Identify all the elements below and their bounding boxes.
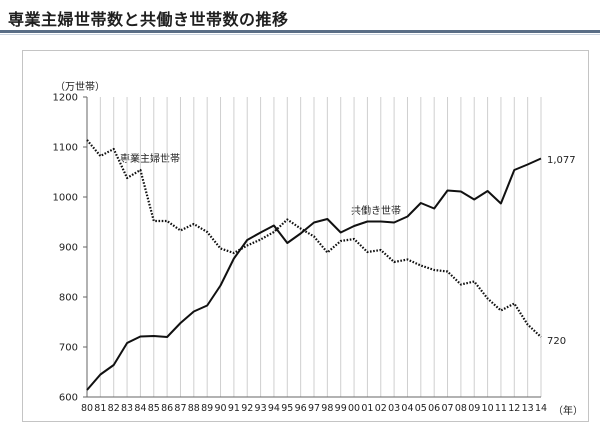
title-divider — [0, 30, 600, 33]
x-tick-label: 13 — [522, 403, 534, 414]
x-tick-label: 00 — [348, 403, 360, 414]
y-tick-label: 900 — [59, 243, 78, 254]
series-label-dual-income: 共働き世帯 — [351, 204, 401, 217]
x-tick-label: 11 — [495, 403, 507, 414]
x-tick-label: 88 — [188, 403, 200, 414]
y-tick-label: 1000 — [53, 193, 78, 204]
title-divider-light — [0, 34, 600, 35]
series-label-housewife: 専業主婦世帯 — [120, 152, 180, 165]
grid-layer — [86, 97, 542, 397]
x-tick-label: 97 — [308, 403, 320, 414]
x-tick-label: 14 — [535, 403, 547, 414]
series-layer — [86, 139, 542, 391]
x-tick-label: 84 — [134, 403, 146, 414]
x-tick-label: 02 — [375, 403, 387, 414]
y-tick-label: 700 — [59, 343, 78, 354]
x-tick-label: 82 — [108, 403, 120, 414]
x-tick-label: 95 — [281, 403, 293, 414]
chart-frame — [22, 50, 589, 422]
series-line-dual-income — [86, 157, 542, 391]
x-tick-label: 09 — [468, 403, 480, 414]
x-tick-label: 04 — [401, 403, 413, 414]
x-tick-label: 99 — [335, 403, 347, 414]
page-title: 専業主婦世帯数と共働き世帯数の推移 — [8, 10, 289, 29]
x-tick-label: 87 — [174, 403, 186, 414]
x-tick-label: 90 — [214, 403, 226, 414]
x-tick-label: 80 — [81, 403, 93, 414]
x-tick-label: 96 — [295, 403, 307, 414]
x-tick-label: 98 — [321, 403, 333, 414]
x-tick-label: 92 — [241, 403, 253, 414]
x-tick-label: 06 — [428, 403, 440, 414]
x-tick-label: 85 — [148, 403, 160, 414]
x-tick-label: 10 — [482, 403, 494, 414]
x-tick-label: 08 — [455, 403, 467, 414]
end-label-dual-income: 1,077 — [547, 155, 576, 166]
y-axis-unit: （万世帯） — [55, 80, 105, 93]
x-tick-label: 91 — [228, 403, 240, 414]
end-label-housewife: 720 — [547, 336, 566, 347]
x-tick-label: 86 — [161, 403, 173, 414]
x-tick-label: 12 — [508, 403, 520, 414]
series-line-housewife — [86, 139, 542, 338]
y-tick-label: 800 — [59, 293, 78, 304]
y-tick-label: 1100 — [53, 143, 78, 154]
x-tick-label: 01 — [361, 403, 373, 414]
x-tick-label: 83 — [121, 403, 133, 414]
x-tick-label: 93 — [255, 403, 267, 414]
x-tick-label: 81 — [94, 403, 106, 414]
y-tick-label: 600 — [59, 393, 78, 404]
x-axis-unit: （年） — [553, 404, 583, 417]
x-tick-label: 03 — [388, 403, 400, 414]
x-tick-label: 94 — [268, 403, 280, 414]
y-tick-label: 1200 — [53, 93, 78, 104]
x-tick-label: 89 — [201, 403, 213, 414]
x-tick-label: 07 — [441, 403, 453, 414]
x-tick-label: 05 — [415, 403, 427, 414]
